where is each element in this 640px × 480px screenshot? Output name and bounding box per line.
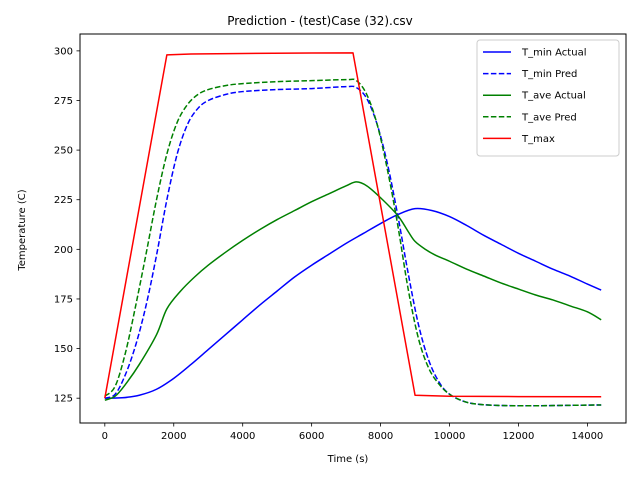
series-line-t-ave-actual bbox=[104, 181, 602, 401]
series-line-t-min-pred bbox=[104, 85, 602, 407]
plot-frame bbox=[79, 33, 627, 424]
x-tick-label: 10000 bbox=[434, 431, 466, 442]
x-tick-label: 14000 bbox=[571, 431, 603, 442]
x-tick-label: 4000 bbox=[230, 431, 255, 442]
chart-title: Prediction - (test)Case (32).csv bbox=[227, 14, 413, 28]
y-tick-label: 300 bbox=[54, 46, 73, 57]
legend: T_min Actual T_min Pred T_ave Actual T_ave … bbox=[476, 39, 620, 157]
y-tick-label: 175 bbox=[54, 294, 73, 305]
y-tick-label: 225 bbox=[54, 195, 73, 206]
x-tick-label: 12000 bbox=[503, 431, 535, 442]
y-axis: 125 150 175 200 225 250 275 300 bbox=[54, 46, 80, 405]
legend-label-t-max: T_max bbox=[521, 134, 555, 145]
x-tick-label: 2000 bbox=[161, 431, 186, 442]
x-tick-label: 0 bbox=[102, 431, 108, 442]
y-axis-label: Temperature (C) bbox=[17, 189, 28, 271]
y-tick-label: 150 bbox=[54, 344, 73, 355]
x-tick-label: 6000 bbox=[299, 431, 324, 442]
legend-label-t-ave-pred: T_ave Pred bbox=[521, 112, 577, 123]
legend-box bbox=[476, 39, 620, 157]
y-tick-label: 200 bbox=[54, 245, 73, 256]
series-group bbox=[104, 52, 602, 407]
y-tick-label: 125 bbox=[54, 394, 73, 405]
legend-label-t-min-actual: T_min Actual bbox=[521, 48, 586, 59]
y-tick-label: 275 bbox=[54, 96, 73, 107]
series-line-t-max bbox=[104, 52, 602, 399]
series-line-t-ave-pred bbox=[104, 78, 602, 407]
x-axis-label: Time (s) bbox=[327, 454, 369, 465]
x-tick-label: 8000 bbox=[368, 431, 393, 442]
legend-label-t-ave-actual: T_ave Actual bbox=[521, 91, 586, 102]
y-tick-label: 250 bbox=[54, 146, 73, 157]
legend-label-t-min-pred: T_min Pred bbox=[521, 69, 577, 80]
x-axis: 0 2000 4000 6000 8000 10000 12000 14000 bbox=[102, 423, 603, 442]
series-line-t-min-actual bbox=[104, 207, 602, 399]
